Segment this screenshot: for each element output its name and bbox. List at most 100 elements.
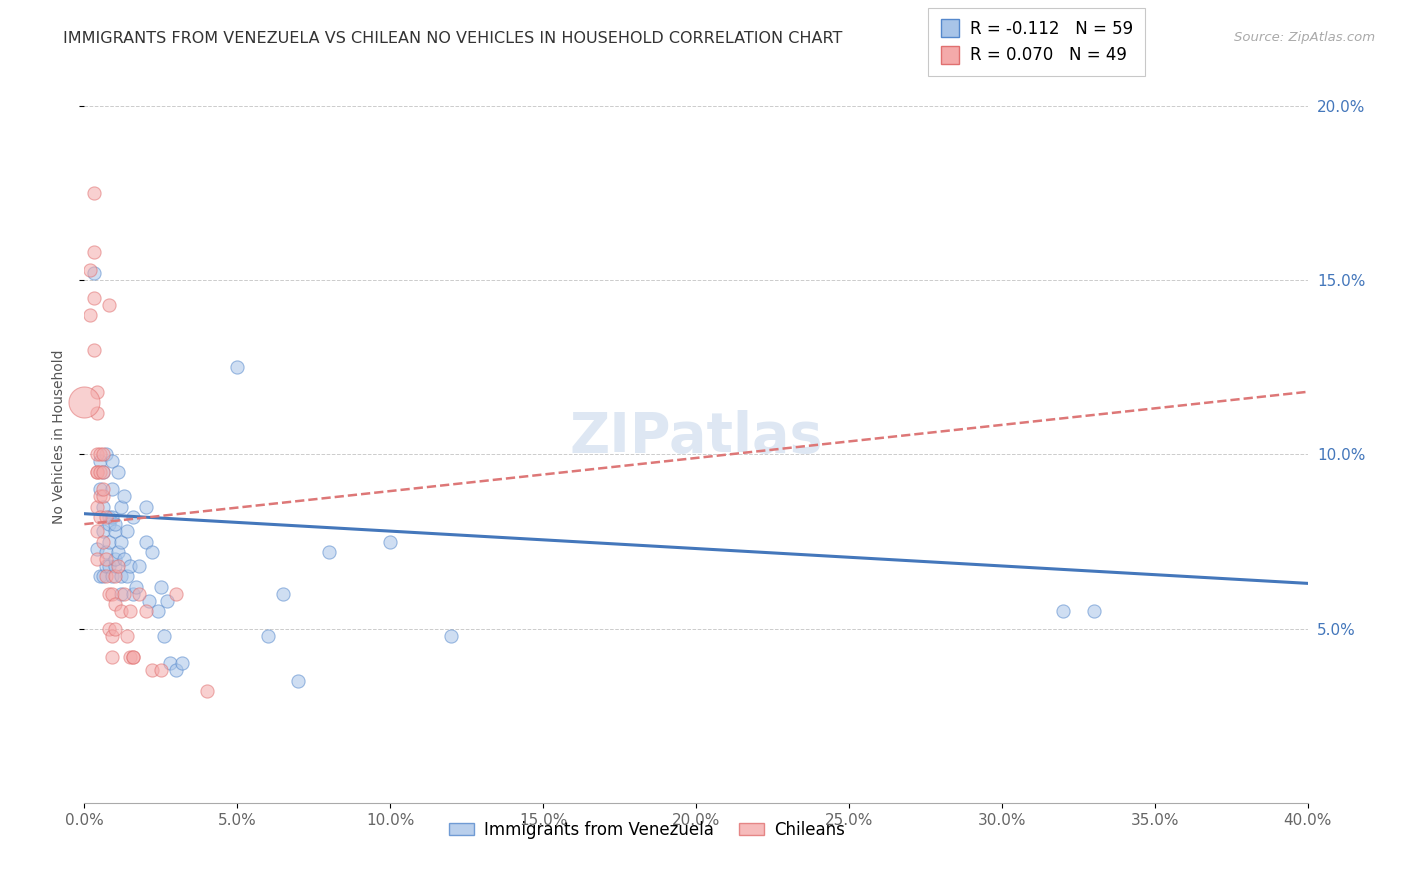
Point <box>115 569 138 583</box>
Point <box>94 545 117 559</box>
Point <box>159 657 181 671</box>
Point <box>165 587 187 601</box>
Point <box>91 500 114 514</box>
Point <box>97 517 120 532</box>
Point <box>1083 604 1105 618</box>
Point <box>141 664 163 678</box>
Point <box>94 552 117 566</box>
Point <box>110 569 132 583</box>
Point <box>86 406 108 420</box>
Point <box>107 465 129 479</box>
Point <box>115 629 138 643</box>
Point <box>165 664 187 678</box>
Point <box>104 622 127 636</box>
Point <box>226 360 249 375</box>
Point <box>94 448 117 462</box>
Point <box>104 517 127 532</box>
Point <box>94 510 117 524</box>
Point <box>89 454 111 468</box>
Point <box>94 569 117 583</box>
Text: Source: ZipAtlas.com: Source: ZipAtlas.com <box>1234 31 1375 45</box>
Point <box>112 587 135 601</box>
Point <box>156 594 179 608</box>
Point <box>146 604 169 618</box>
Point <box>318 545 340 559</box>
Point <box>128 587 150 601</box>
Point <box>380 534 402 549</box>
Point <box>287 673 309 688</box>
Point <box>97 534 120 549</box>
Point <box>1052 604 1074 618</box>
Point <box>195 684 218 698</box>
Point <box>104 569 127 583</box>
Point <box>83 245 105 260</box>
Text: IMMIGRANTS FROM VENEZUELA VS CHILEAN NO VEHICLES IN HOUSEHOLD CORRELATION CHART: IMMIGRANTS FROM VENEZUELA VS CHILEAN NO … <box>63 31 842 46</box>
Point <box>122 649 145 664</box>
Point <box>91 483 114 497</box>
Point <box>128 558 150 573</box>
Y-axis label: No Vehicles in Household: No Vehicles in Household <box>52 350 66 524</box>
Point <box>83 291 105 305</box>
Point <box>104 552 127 566</box>
Point <box>122 649 145 664</box>
Point <box>97 510 120 524</box>
Point <box>86 552 108 566</box>
Point <box>104 597 127 611</box>
Point <box>104 524 127 538</box>
Point <box>91 448 114 462</box>
Point <box>110 587 132 601</box>
Point <box>141 545 163 559</box>
Point <box>101 454 124 468</box>
Point <box>101 649 124 664</box>
Point <box>112 489 135 503</box>
Point <box>101 587 124 601</box>
Point <box>83 186 105 201</box>
Point <box>440 629 463 643</box>
Point <box>89 510 111 524</box>
Point <box>107 558 129 573</box>
Point <box>89 569 111 583</box>
Point <box>107 545 129 559</box>
Point <box>97 298 120 312</box>
Point <box>73 395 96 409</box>
Point <box>104 558 127 573</box>
Point <box>110 534 132 549</box>
Point <box>135 534 157 549</box>
Point <box>86 465 108 479</box>
Point <box>257 629 280 643</box>
Point <box>89 489 111 503</box>
Point <box>97 622 120 636</box>
Point <box>101 510 124 524</box>
Point <box>89 465 111 479</box>
Point <box>110 604 132 618</box>
Point <box>97 558 120 573</box>
Point <box>79 263 101 277</box>
Point <box>172 657 194 671</box>
Point <box>115 524 138 538</box>
Point <box>83 266 105 280</box>
Point <box>149 664 172 678</box>
Point <box>86 524 108 538</box>
Point <box>94 558 117 573</box>
Point <box>122 587 145 601</box>
Point <box>97 587 120 601</box>
Point <box>91 489 114 503</box>
Point <box>91 465 114 479</box>
Point <box>120 558 142 573</box>
Point <box>101 483 124 497</box>
Point <box>91 534 114 549</box>
Point <box>120 604 142 618</box>
Point <box>138 594 160 608</box>
Point <box>110 500 132 514</box>
Text: ZIPatlas: ZIPatlas <box>569 410 823 464</box>
Point <box>135 500 157 514</box>
Point <box>271 587 294 601</box>
Point <box>86 448 108 462</box>
Point <box>86 500 108 514</box>
Point <box>91 465 114 479</box>
Point <box>125 580 148 594</box>
Point <box>91 569 114 583</box>
Legend: Immigrants from Venezuela, Chileans: Immigrants from Venezuela, Chileans <box>443 814 852 846</box>
Point <box>79 308 101 322</box>
Point <box>86 465 108 479</box>
